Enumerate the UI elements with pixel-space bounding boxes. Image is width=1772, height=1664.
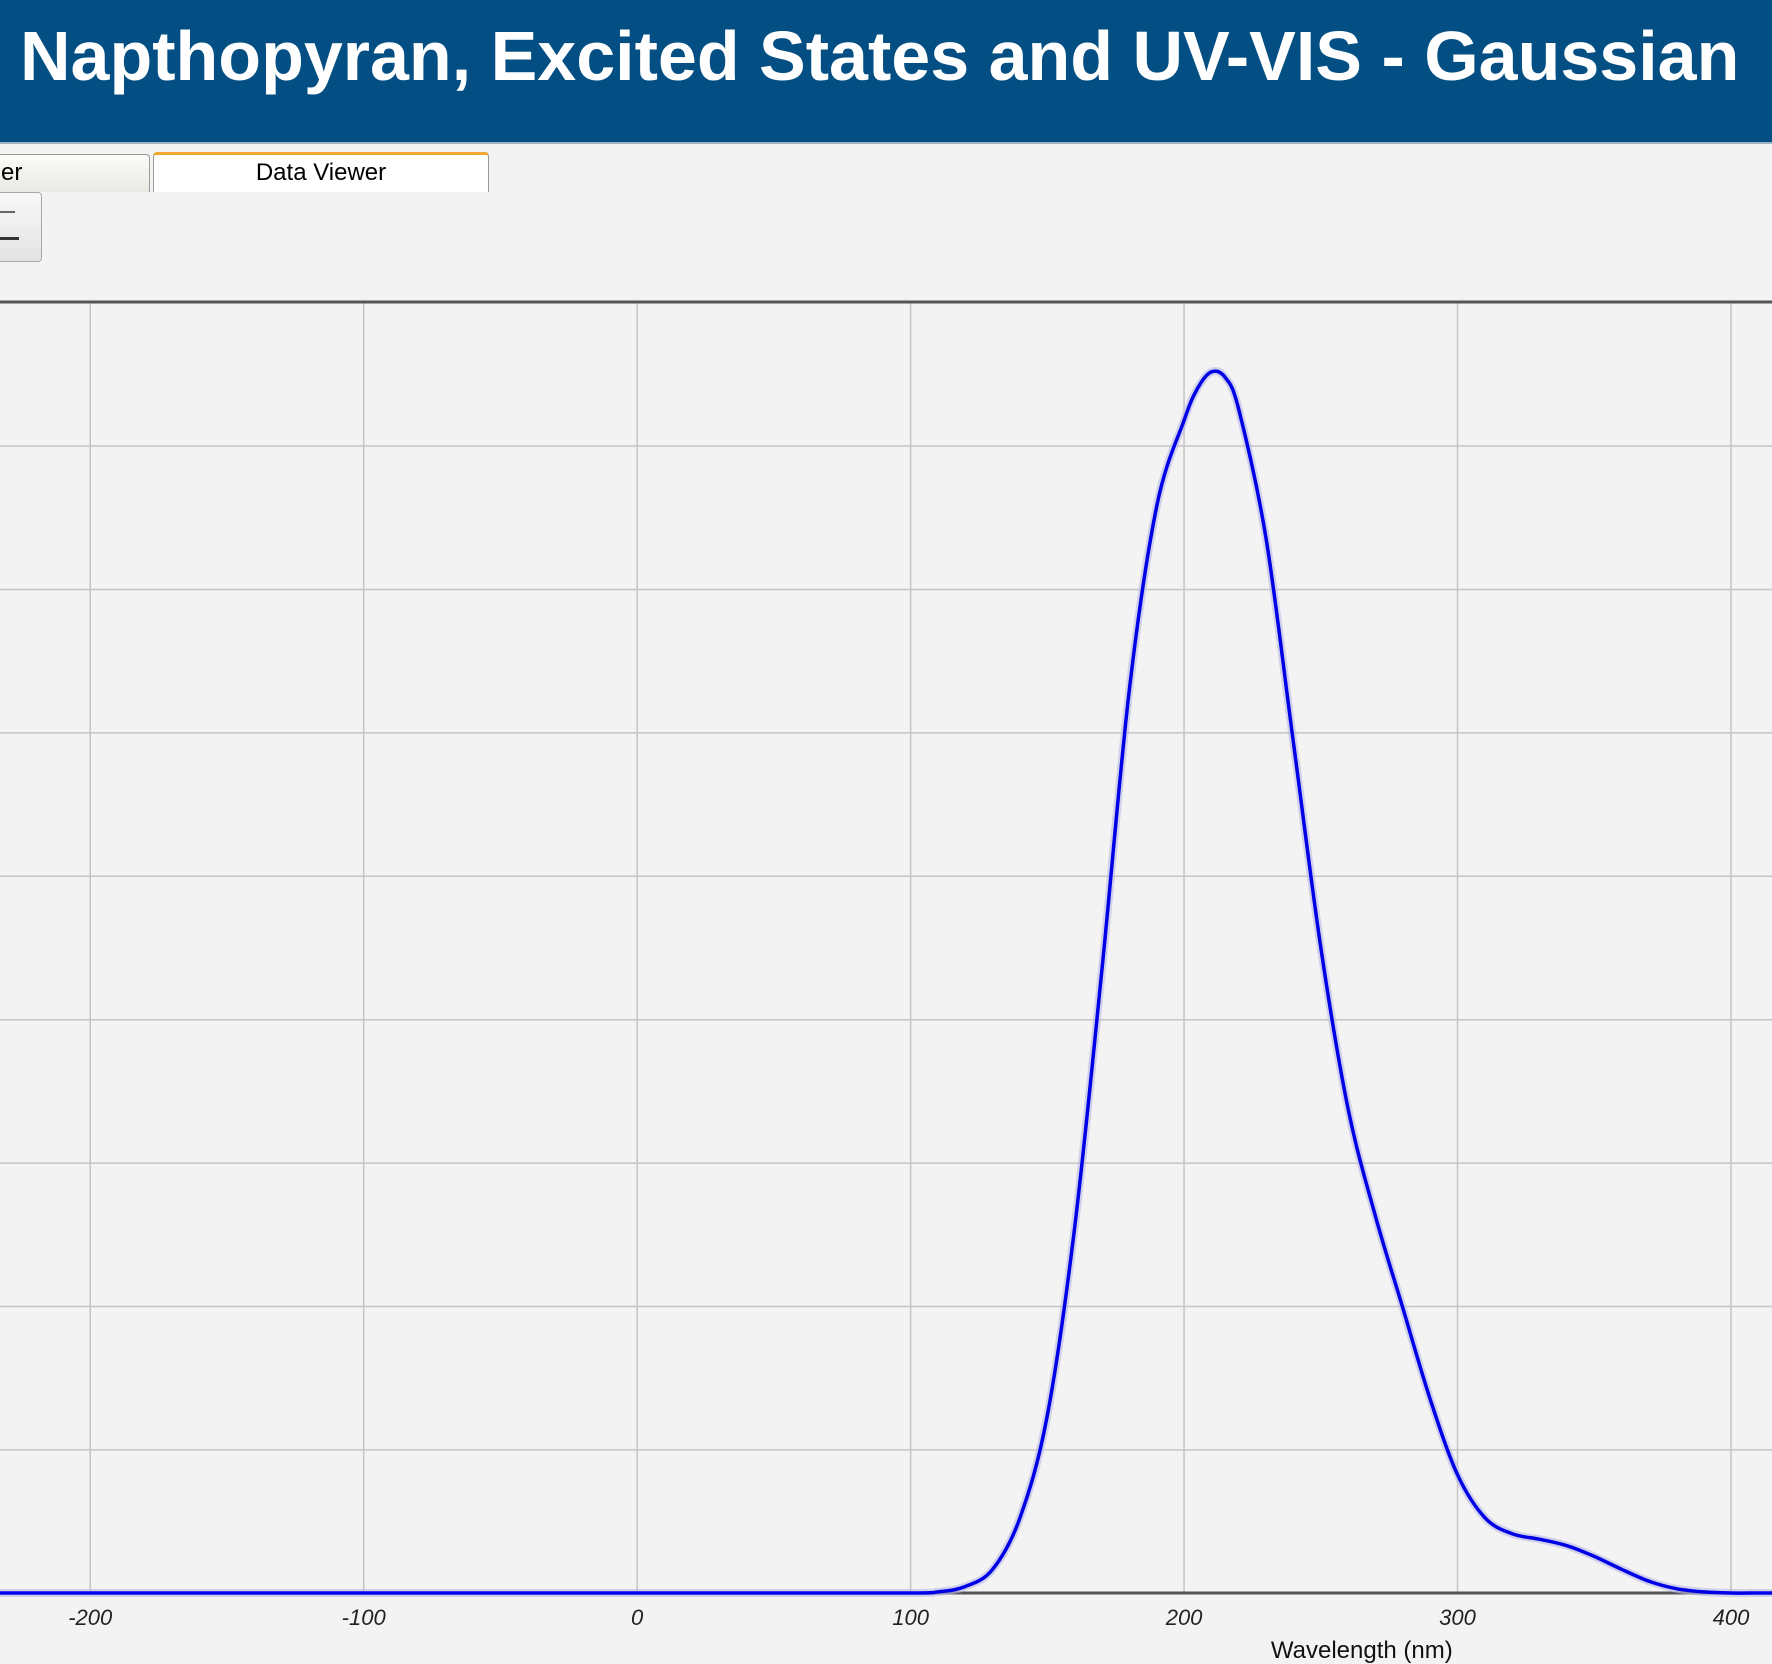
x-tick-label: 0	[631, 1605, 644, 1630]
x-tick-label: 100	[892, 1605, 929, 1630]
plot-area	[0, 300, 1772, 1664]
x-axis-title: Wavelength (nm)	[1271, 1637, 1453, 1664]
tab-data-viewer[interactable]: Data Viewer	[153, 152, 489, 192]
x-tick-label: -200	[68, 1605, 113, 1630]
menu-button[interactable]	[0, 192, 42, 262]
x-tick-label: 200	[1165, 1605, 1203, 1630]
tab-viewer[interactable]: er	[0, 154, 150, 192]
x-tick-labels: -200 -100 0 100 200 300 400	[68, 1605, 1750, 1630]
window-title: Napthopyran, Excited States and UV-VIS -…	[20, 17, 1740, 95]
x-tick-label: 300	[1439, 1605, 1476, 1630]
spectrum-curve	[0, 369, 1772, 1595]
x-tick-label: -100	[342, 1605, 387, 1630]
x-tick-label: 400	[1713, 1605, 1750, 1630]
spectrum-plot[interactable]: -200 -100 0 100 200 300 400 Wavelength (nm)	[0, 300, 1772, 1664]
title-bar: Napthopyran, Excited States and UV-VIS -…	[0, 0, 1772, 144]
